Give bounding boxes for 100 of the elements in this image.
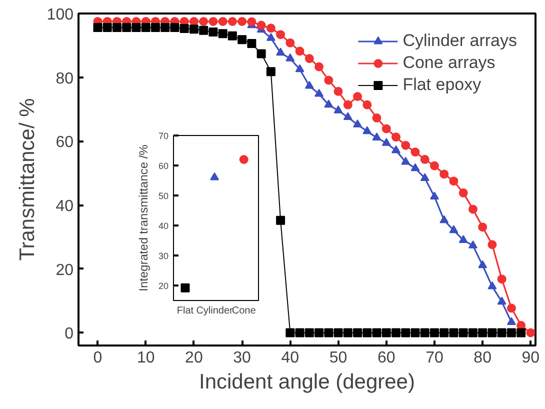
point: [238, 16, 247, 26]
point: [526, 328, 536, 338]
point: [180, 24, 189, 34]
point: [199, 26, 208, 35]
y-tick-label: 50: [158, 191, 169, 201]
point: [458, 328, 468, 338]
point: [334, 86, 343, 96]
x-tick-label: 40: [281, 350, 300, 366]
point: [132, 23, 141, 32]
point: [391, 145, 400, 154]
point: [382, 138, 391, 146]
x-tick-label: 90: [522, 350, 540, 366]
point: [314, 88, 324, 97]
y-tick-label: 60: [158, 161, 169, 171]
point: [266, 32, 276, 41]
point: [382, 328, 391, 338]
point: [382, 124, 391, 134]
point: [449, 328, 458, 338]
point: [276, 30, 286, 40]
y-tick-label: 70: [158, 131, 169, 141]
point: [430, 161, 439, 170]
point: [488, 240, 497, 250]
point: [401, 140, 410, 150]
point: [410, 328, 420, 338]
point: [343, 112, 352, 120]
point: [410, 163, 420, 172]
legend-label: Cylinder arrays: [402, 31, 517, 51]
point: [440, 170, 449, 179]
point: [150, 23, 160, 32]
point: [497, 296, 506, 305]
point: [430, 192, 439, 200]
point: [478, 222, 488, 232]
y-axis-title: Transmittance/ %: [16, 98, 39, 261]
y-tick-label: 100: [46, 6, 74, 24]
point: [391, 132, 400, 142]
point: [141, 23, 150, 32]
x-tick-label: 0: [93, 350, 102, 366]
point: [353, 119, 362, 128]
point: [295, 46, 304, 56]
x-tick-label: Cone: [232, 306, 256, 316]
point: [506, 304, 516, 313]
y-tick-label: 0: [64, 326, 74, 343]
point: [324, 76, 334, 85]
point: [247, 17, 256, 26]
point: [266, 24, 276, 33]
point: [488, 328, 497, 338]
point: [401, 328, 410, 338]
x-axis-title: Incident angle (degree): [199, 370, 415, 394]
point: [343, 100, 352, 110]
point: [286, 328, 295, 338]
point: [458, 235, 468, 243]
point: [343, 328, 352, 338]
point: [199, 16, 208, 26]
point: [497, 274, 506, 284]
point: [247, 39, 256, 48]
point: [488, 281, 497, 290]
x-tick-label: 50: [329, 350, 348, 366]
point: [286, 53, 295, 62]
point: [295, 328, 304, 338]
point: [228, 31, 237, 40]
point: [189, 16, 198, 26]
x-tick-label: 20: [185, 350, 203, 366]
x-tick-label: 60: [377, 350, 396, 366]
point: [295, 64, 304, 72]
point: [266, 67, 276, 76]
legend-label: Cone arrays: [402, 53, 496, 73]
x-tick-label: Cylinder: [196, 306, 234, 316]
point: [420, 328, 430, 338]
point: [102, 23, 112, 32]
legend-label: Flat epoxy: [402, 75, 482, 95]
point: [353, 328, 362, 338]
point: [420, 173, 430, 182]
point: [516, 328, 526, 338]
point: [286, 38, 295, 48]
point: [256, 20, 266, 30]
point: [218, 16, 228, 26]
point: [468, 240, 478, 248]
point: [208, 16, 218, 26]
x-tick-label: Flat: [176, 306, 194, 316]
point: [304, 80, 314, 89]
point: [314, 62, 324, 72]
point: [112, 23, 122, 32]
point: [478, 260, 488, 268]
point: [324, 100, 334, 108]
y-tick-label: 40: [158, 221, 169, 231]
point: [334, 328, 343, 338]
point: [218, 29, 228, 38]
point: [362, 328, 372, 338]
point: [122, 23, 132, 32]
point: [458, 188, 468, 198]
point: [372, 113, 382, 122]
point: [449, 176, 458, 186]
point: [449, 225, 458, 234]
point: [353, 92, 362, 101]
point: [228, 16, 237, 26]
point: [410, 148, 420, 157]
point: [468, 328, 478, 338]
point: [276, 48, 286, 56]
point: [362, 126, 372, 134]
point: [506, 328, 516, 338]
